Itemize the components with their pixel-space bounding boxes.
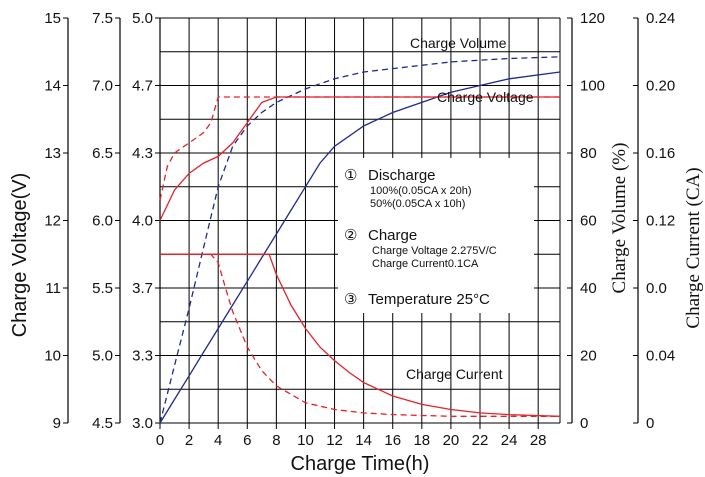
y-6v-tick-label: 6.5 [92,145,113,162]
y-cell-tick-label: 4.7 [132,78,153,95]
x-tick-label: 16 [384,432,401,449]
y-current-tick-label: 0 [646,415,654,432]
x-tick-label: 6 [243,432,251,449]
x-tick-label: 22 [472,432,489,449]
y-volume-axis-title: Charge Volume (%) [609,143,630,294]
note-3-symbol: ③ [344,291,357,308]
series-line-voltage-dashed [159,96,560,201]
note-1-line-1: 100%(0.05CA x 20h) [370,185,472,197]
y-6v-tick-label: 7.5 [92,10,113,27]
y-6v-tick-label: 5.5 [92,280,113,297]
y-12v-tick-label: 13 [44,145,61,162]
y-volume-tick-label: 60 [580,213,597,230]
x-axis-title: Charge Time(h) [291,453,430,475]
series-line-charge-voltage [159,96,560,221]
y-6v-tick-label: 5.0 [92,348,113,365]
notes-box [338,158,534,313]
y-12v-tick-label: 10 [44,348,61,365]
y-current-tick-label: 0.24 [646,10,675,27]
y-current-tick-label: 0.20 [646,78,675,95]
y-current-tick-label: 0.04 [646,348,675,365]
y-cell-tick-label: 3.7 [132,280,153,297]
y-volume-tick-label: 20 [580,348,597,365]
y-cell-tick-label: 5.0 [132,10,153,27]
note-2-line-1: Charge Voltage 2.275V/C [372,245,497,257]
note-1-symbol: ① [344,167,357,184]
y-6v-tick-label: 7.0 [92,78,113,95]
y-12v-tick-label: 9 [53,415,61,432]
y-current-axis-title: Charge Current (CA) [683,167,704,328]
x-tick-label: 10 [297,432,314,449]
note-3-title: Temperature 25°C [368,291,490,308]
x-tick-label: 12 [326,432,343,449]
y-volume-tick-label: 40 [580,280,597,297]
series-lines [159,56,561,424]
y-12v-tick-label: 11 [45,280,61,297]
note-2-title: Charge [368,227,417,244]
note-1-title: Discharge [368,167,436,184]
charge-volume-label: Charge Volume [410,35,507,51]
y-current-tick-label: 0.16 [646,145,675,162]
y-6v-tick-label: 4.5 [92,415,113,432]
note-1-line-2: 50%(0.05CA x 10h) [370,198,465,210]
x-tick-label: 20 [443,432,460,449]
y-cell-tick-label: 3.3 [132,348,153,365]
charge-current-label: Charge Current [406,366,503,382]
series-line-current-dashed [160,253,560,417]
series-line-volume-dashed [159,56,561,424]
series-line-charge-current [160,253,561,417]
y-cell-tick-label: 4.3 [132,145,153,162]
y-volume-tick-label: 100 [580,78,605,95]
x-tick-label: 2 [185,432,193,449]
y-12v-tick-label: 14 [44,78,61,95]
x-tick-label: 8 [272,432,280,449]
y-cell-tick-label: 3.0 [132,415,153,432]
y-left-axis-title: Charge Voltage(V) [9,173,31,338]
y-volume-tick-label: 0 [580,415,588,432]
series-line-charge-volume [159,71,561,424]
y-current-tick-label: 0.0 [646,280,667,297]
charge-voltage-label: Charge Voltage [437,89,534,105]
y-12v-tick-label: 12 [44,213,61,230]
x-tick-label: 0 [156,432,164,449]
y-cell-tick-label: 4.0 [132,213,153,230]
x-tick-label: 4 [214,432,222,449]
y-12v-tick-label: 15 [44,10,61,27]
x-tick-label: 28 [530,432,547,449]
note-2-line-2: Charge Current0.1CA [372,258,479,270]
x-tick-label: 24 [501,432,518,449]
y-current-tick-label: 0.12 [646,213,675,230]
x-tick-label: 18 [413,432,430,449]
note-3-unit: °C [473,291,490,308]
note-2-symbol: ② [344,227,357,244]
x-tick-label: 14 [355,432,372,449]
y-6v-tick-label: 6.0 [92,213,113,230]
axes: 0 2 4 6 8 10 12 14 16 18 20 22 24 283.03.33.74.04.34.… [44,10,675,449]
y-volume-tick-label: 120 [580,10,605,27]
y-volume-tick-label: 80 [580,145,597,162]
note-3-title-text: Temperature 25 [368,291,473,308]
